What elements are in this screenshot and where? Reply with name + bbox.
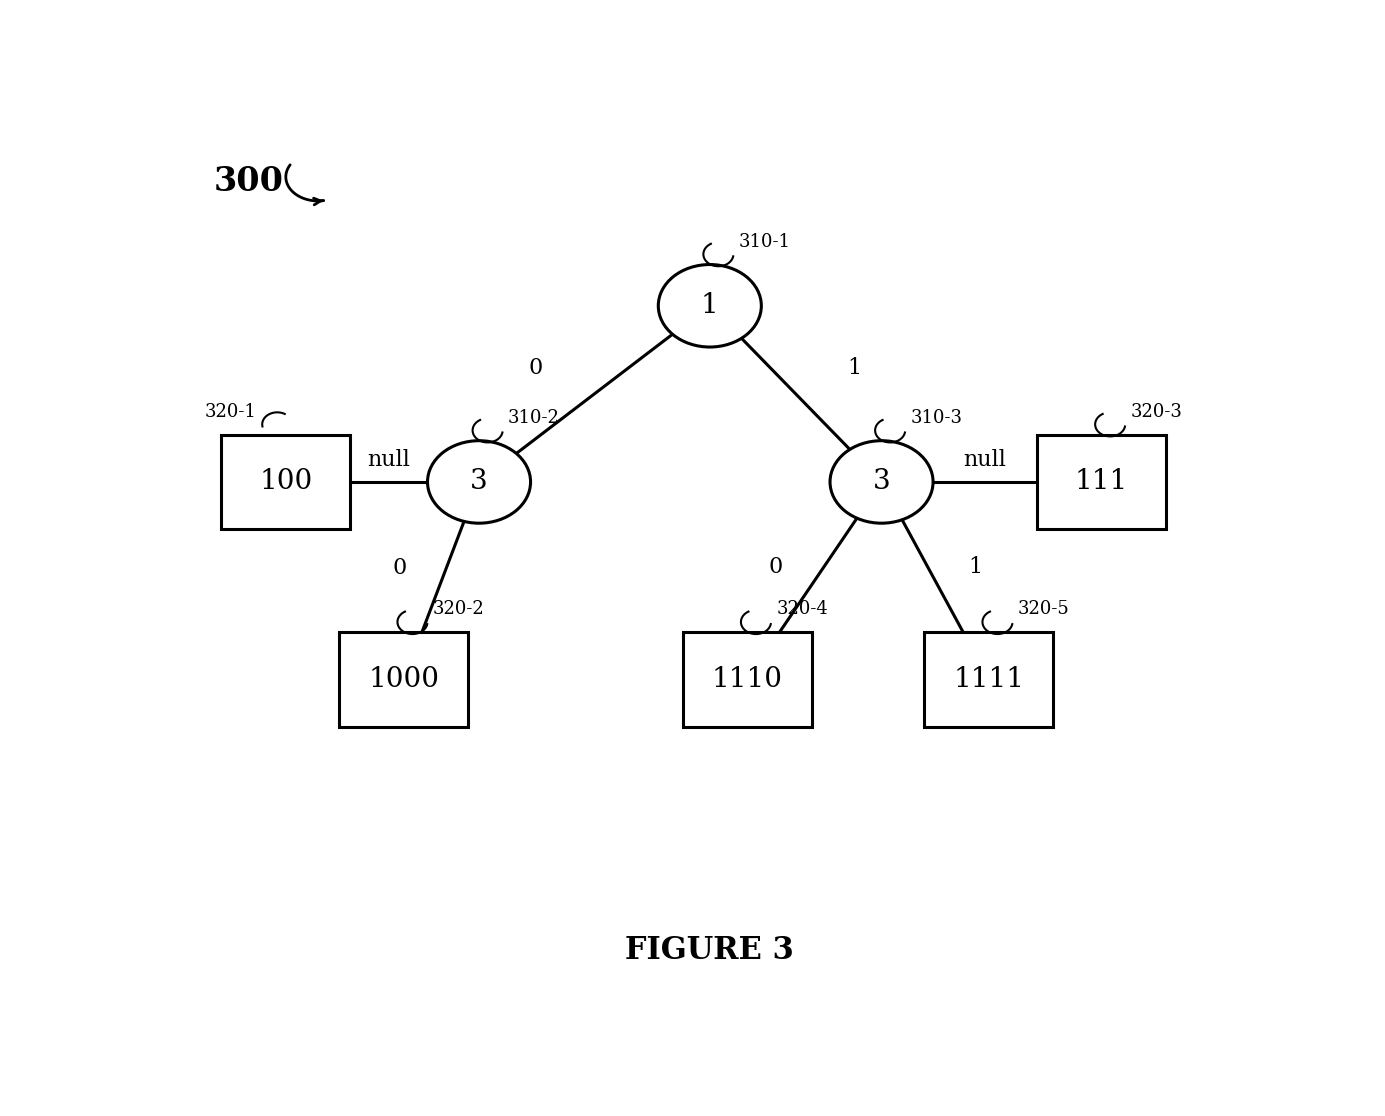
- Circle shape: [830, 441, 933, 523]
- Text: 320-2: 320-2: [434, 600, 485, 618]
- Text: 1: 1: [848, 357, 861, 379]
- Text: 310-3: 310-3: [910, 408, 963, 426]
- Text: 320-1: 320-1: [205, 403, 256, 421]
- Text: 310-1: 310-1: [738, 232, 791, 251]
- Text: 0: 0: [393, 557, 407, 579]
- Text: null: null: [367, 450, 410, 471]
- Bar: [1037, 435, 1166, 529]
- Text: 1: 1: [968, 557, 982, 578]
- Text: 100: 100: [259, 469, 313, 496]
- Text: 320-4: 320-4: [777, 600, 828, 618]
- Text: 111: 111: [1075, 469, 1129, 496]
- Text: 3: 3: [873, 469, 891, 496]
- Text: 0: 0: [528, 357, 543, 379]
- Text: 1110: 1110: [712, 666, 783, 693]
- Text: 1000: 1000: [368, 666, 439, 693]
- Circle shape: [428, 441, 530, 523]
- Circle shape: [658, 264, 762, 347]
- Text: 310-2: 310-2: [508, 408, 560, 426]
- Text: null: null: [964, 450, 1007, 471]
- Text: 320-3: 320-3: [1130, 403, 1183, 421]
- Text: 320-5: 320-5: [1018, 600, 1069, 618]
- Text: 3: 3: [471, 469, 488, 496]
- Bar: [222, 435, 350, 529]
- Bar: [339, 633, 468, 727]
- Text: 1: 1: [701, 292, 719, 319]
- Bar: [683, 633, 812, 727]
- Text: 1111: 1111: [953, 666, 1025, 693]
- Text: FIGURE 3: FIGURE 3: [626, 935, 794, 965]
- Bar: [925, 633, 1053, 727]
- Text: 300: 300: [213, 165, 284, 198]
- Text: 0: 0: [769, 556, 783, 578]
